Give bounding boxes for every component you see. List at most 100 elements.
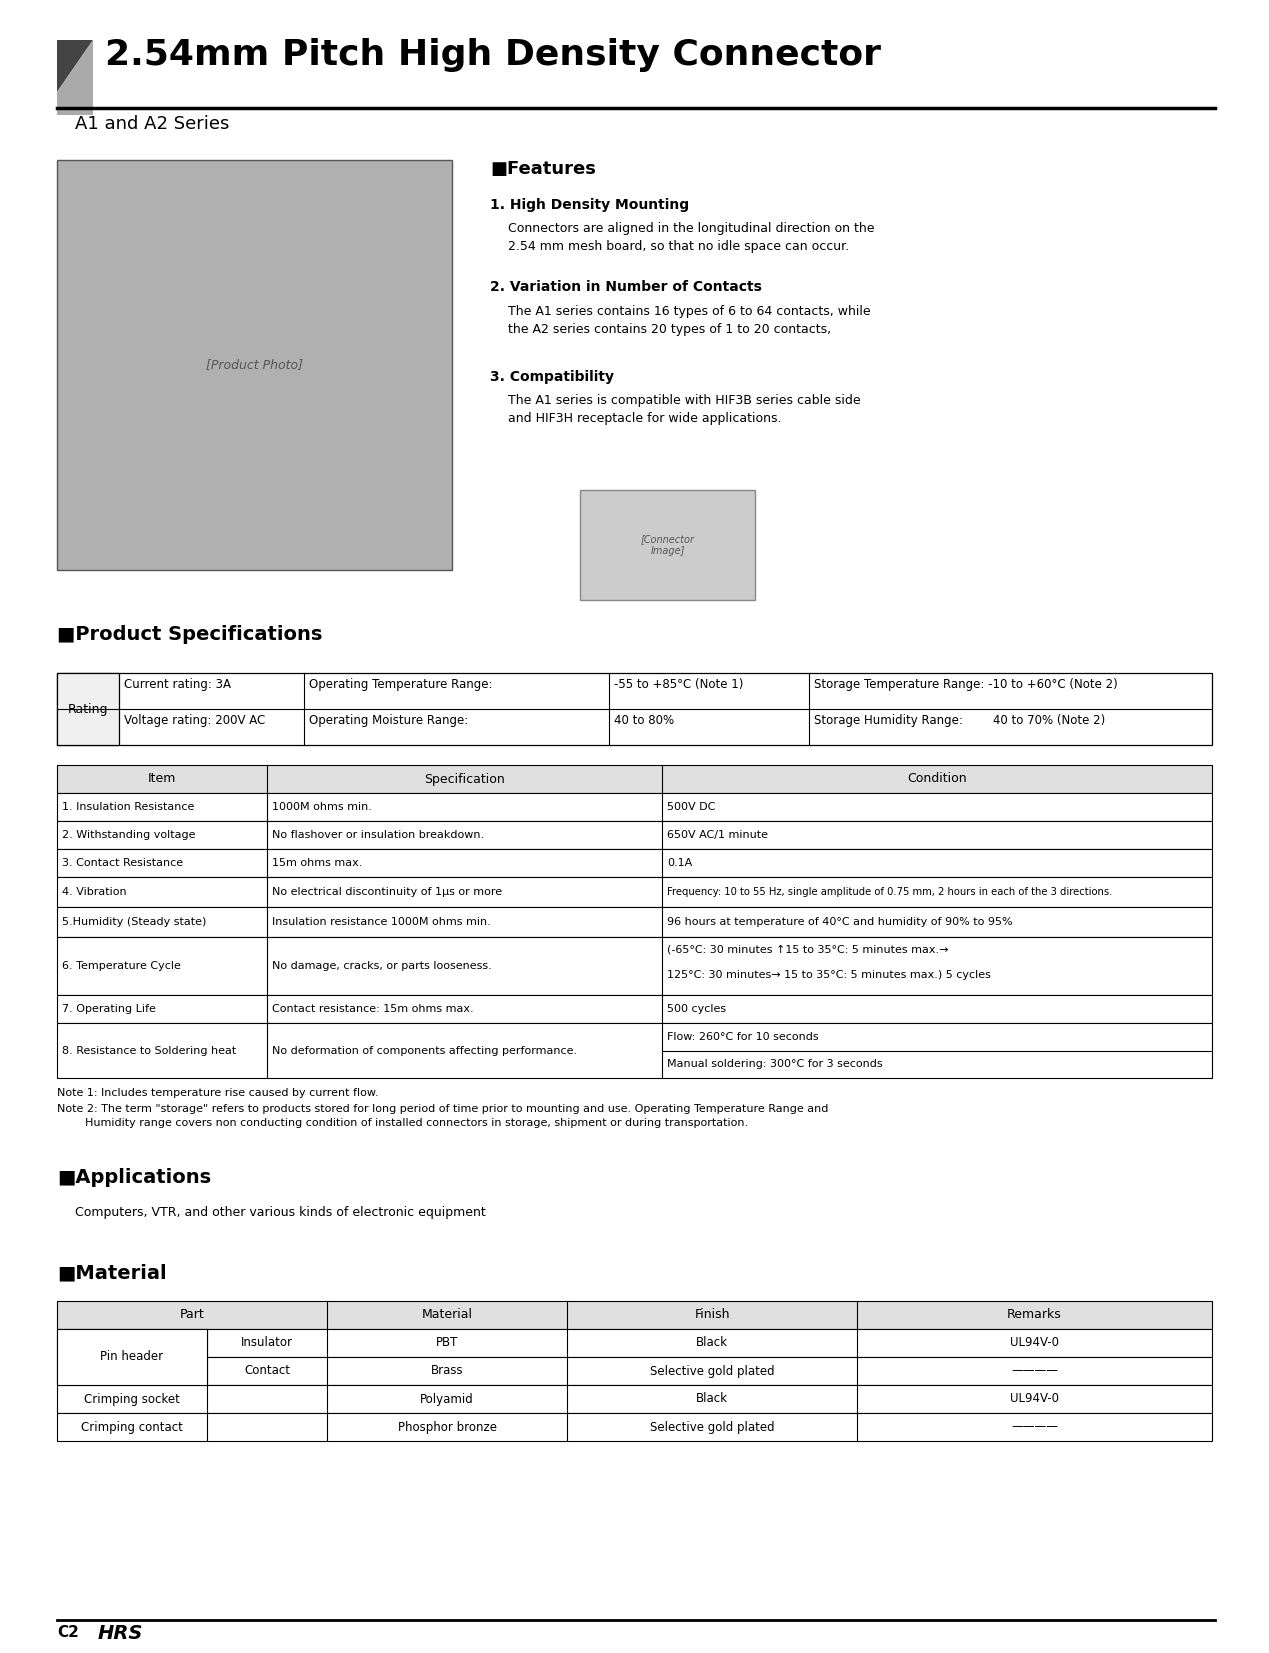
Text: Polyamid: Polyamid xyxy=(420,1392,473,1405)
Bar xyxy=(57,1329,1212,1357)
Text: 96 hours at temperature of 40°C and humidity of 90% to 95%: 96 hours at temperature of 40°C and humi… xyxy=(667,917,1013,927)
Text: Note 1: Includes temperature rise caused by current flow.: Note 1: Includes temperature rise caused… xyxy=(57,1088,378,1098)
Text: ————: ———— xyxy=(1011,1420,1058,1433)
Text: 2. Variation in Number of Contacts: 2. Variation in Number of Contacts xyxy=(490,279,761,294)
Polygon shape xyxy=(57,40,93,93)
Text: 8. Resistance to Soldering heat: 8. Resistance to Soldering heat xyxy=(62,1045,236,1056)
Text: Flow: 260°C for 10 seconds: Flow: 260°C for 10 seconds xyxy=(667,1031,819,1041)
Text: No flashover or insulation breakdown.: No flashover or insulation breakdown. xyxy=(272,830,485,840)
Text: Insulator: Insulator xyxy=(241,1337,293,1349)
Text: Rating: Rating xyxy=(67,703,108,716)
Text: No damage, cracks, or parts looseness.: No damage, cracks, or parts looseness. xyxy=(272,960,492,970)
Text: Remarks: Remarks xyxy=(1008,1309,1062,1321)
Text: Frequency: 10 to 55 Hz, single amplitude of 0.75 mm, 2 hours in each of the 3 di: Frequency: 10 to 55 Hz, single amplitude… xyxy=(667,888,1113,898)
Bar xyxy=(57,1301,1212,1329)
Text: Storage Humidity Range:        40 to 70% (Note 2): Storage Humidity Range: 40 to 70% (Note … xyxy=(813,714,1105,727)
Text: The A1 series is compatible with HIF3B series cable side
and HIF3H receptacle fo: The A1 series is compatible with HIF3B s… xyxy=(508,393,860,425)
Text: 500V DC: 500V DC xyxy=(667,802,716,812)
Text: Crimping socket: Crimping socket xyxy=(84,1392,180,1405)
Text: Condition: Condition xyxy=(907,772,967,785)
Text: Operating Temperature Range:: Operating Temperature Range: xyxy=(308,678,492,691)
Text: Current rating: 3A: Current rating: 3A xyxy=(124,678,231,691)
Text: Contact resistance: 15m ohms max.: Contact resistance: 15m ohms max. xyxy=(272,1003,473,1013)
Bar xyxy=(57,1023,1212,1078)
Bar xyxy=(57,765,1212,793)
Text: ■Applications: ■Applications xyxy=(57,1169,211,1187)
Text: The A1 series contains 16 types of 6 to 64 contacts, while
the A2 series contain: The A1 series contains 16 types of 6 to … xyxy=(508,306,871,336)
Text: 125°C: 30 minutes→ 15 to 35°C: 5 minutes max.) 5 cycles: 125°C: 30 minutes→ 15 to 35°C: 5 minutes… xyxy=(667,970,991,980)
Text: (-65°C: 30 minutes ↑15 to 35°C: 5 minutes max.→: (-65°C: 30 minutes ↑15 to 35°C: 5 minute… xyxy=(667,946,948,955)
Text: Black: Black xyxy=(695,1392,728,1405)
Text: 650V AC/1 minute: 650V AC/1 minute xyxy=(667,830,768,840)
Text: UL94V-0: UL94V-0 xyxy=(1010,1392,1060,1405)
Text: ————: ———— xyxy=(1011,1364,1058,1377)
Text: Finish: Finish xyxy=(694,1309,730,1321)
Text: Part: Part xyxy=(180,1309,204,1321)
Bar xyxy=(57,822,1212,850)
Text: Phosphor bronze: Phosphor bronze xyxy=(397,1420,496,1433)
Text: Pin header: Pin header xyxy=(100,1337,164,1349)
Bar xyxy=(57,673,119,746)
Text: Connectors are aligned in the longitudinal direction on the
2.54 mm mesh board, : Connectors are aligned in the longitudin… xyxy=(508,222,874,253)
Bar xyxy=(57,907,1212,937)
Text: No deformation of components affecting performance.: No deformation of components affecting p… xyxy=(272,1045,577,1056)
Bar xyxy=(57,1413,1212,1441)
Text: ■Features: ■Features xyxy=(490,160,596,179)
Text: 15m ohms max.: 15m ohms max. xyxy=(272,858,363,868)
Text: 500 cycles: 500 cycles xyxy=(667,1003,726,1013)
Text: UL94V-0: UL94V-0 xyxy=(1010,1337,1060,1349)
Text: Material: Material xyxy=(421,1309,472,1321)
Text: Operating Moisture Range:: Operating Moisture Range: xyxy=(308,714,468,727)
Bar xyxy=(57,850,1212,878)
Bar xyxy=(580,489,755,600)
Text: Brass: Brass xyxy=(430,1364,463,1377)
Text: Computers, VTR, and other various kinds of electronic equipment: Computers, VTR, and other various kinds … xyxy=(75,1207,486,1218)
Bar xyxy=(57,995,1212,1023)
Text: Insulation resistance 1000M ohms min.: Insulation resistance 1000M ohms min. xyxy=(272,917,491,927)
Text: No electrical discontinuity of 1μs or more: No electrical discontinuity of 1μs or mo… xyxy=(272,888,503,898)
Text: Storage Temperature Range: -10 to +60°C (Note 2): Storage Temperature Range: -10 to +60°C … xyxy=(813,678,1118,691)
Bar xyxy=(57,937,1212,995)
Text: 3. Compatibility: 3. Compatibility xyxy=(490,370,614,383)
Text: Voltage rating: 200V AC: Voltage rating: 200V AC xyxy=(124,714,265,727)
Text: C2: C2 xyxy=(57,1625,79,1640)
Text: 7. Operating Life: 7. Operating Life xyxy=(62,1003,156,1013)
Text: -55 to +85°C (Note 1): -55 to +85°C (Note 1) xyxy=(614,678,744,691)
Text: Note 2: The term "storage" refers to products stored for long period of time pri: Note 2: The term "storage" refers to pro… xyxy=(57,1104,829,1127)
Text: 4. Vibration: 4. Vibration xyxy=(62,888,127,898)
Text: HRS: HRS xyxy=(98,1623,143,1643)
Polygon shape xyxy=(57,40,93,116)
Text: Pin header: Pin header xyxy=(100,1351,164,1364)
Text: PBT: PBT xyxy=(435,1337,458,1349)
Text: ■Material: ■Material xyxy=(57,1263,166,1283)
Text: 2.54mm Pitch High Density Connector: 2.54mm Pitch High Density Connector xyxy=(105,38,881,73)
Text: Item: Item xyxy=(147,772,176,785)
Bar xyxy=(57,878,1212,907)
Text: [Connector
Image]: [Connector Image] xyxy=(641,534,694,555)
Text: 5.Humidity (Steady state): 5.Humidity (Steady state) xyxy=(62,917,207,927)
Text: Selective gold plated: Selective gold plated xyxy=(650,1364,774,1377)
Text: Manual soldering: 300°C for 3 seconds: Manual soldering: 300°C for 3 seconds xyxy=(667,1060,883,1069)
Text: 2. Withstanding voltage: 2. Withstanding voltage xyxy=(62,830,195,840)
Bar xyxy=(57,160,452,570)
Text: Crimping contact: Crimping contact xyxy=(81,1420,183,1433)
Text: 3. Contact Resistance: 3. Contact Resistance xyxy=(62,858,183,868)
Text: 1. High Density Mounting: 1. High Density Mounting xyxy=(490,198,689,212)
Text: ■Product Specifications: ■Product Specifications xyxy=(57,625,322,645)
Text: Contact: Contact xyxy=(244,1364,291,1377)
Text: 0.1A: 0.1A xyxy=(667,858,693,868)
Text: 6. Temperature Cycle: 6. Temperature Cycle xyxy=(62,960,181,970)
Bar xyxy=(57,1385,1212,1413)
Bar xyxy=(57,793,1212,822)
Text: [Product Photo]: [Product Photo] xyxy=(206,359,303,372)
Bar xyxy=(57,1329,207,1385)
Text: Specification: Specification xyxy=(424,772,505,785)
Bar xyxy=(57,673,1212,746)
Text: 40 to 80%: 40 to 80% xyxy=(614,714,674,727)
Text: Selective gold plated: Selective gold plated xyxy=(650,1420,774,1433)
Text: Black: Black xyxy=(695,1337,728,1349)
Text: 1000M ohms min.: 1000M ohms min. xyxy=(272,802,372,812)
Text: 1. Insulation Resistance: 1. Insulation Resistance xyxy=(62,802,194,812)
Bar xyxy=(57,1357,1212,1385)
Text: A1 and A2 Series: A1 and A2 Series xyxy=(75,116,230,132)
